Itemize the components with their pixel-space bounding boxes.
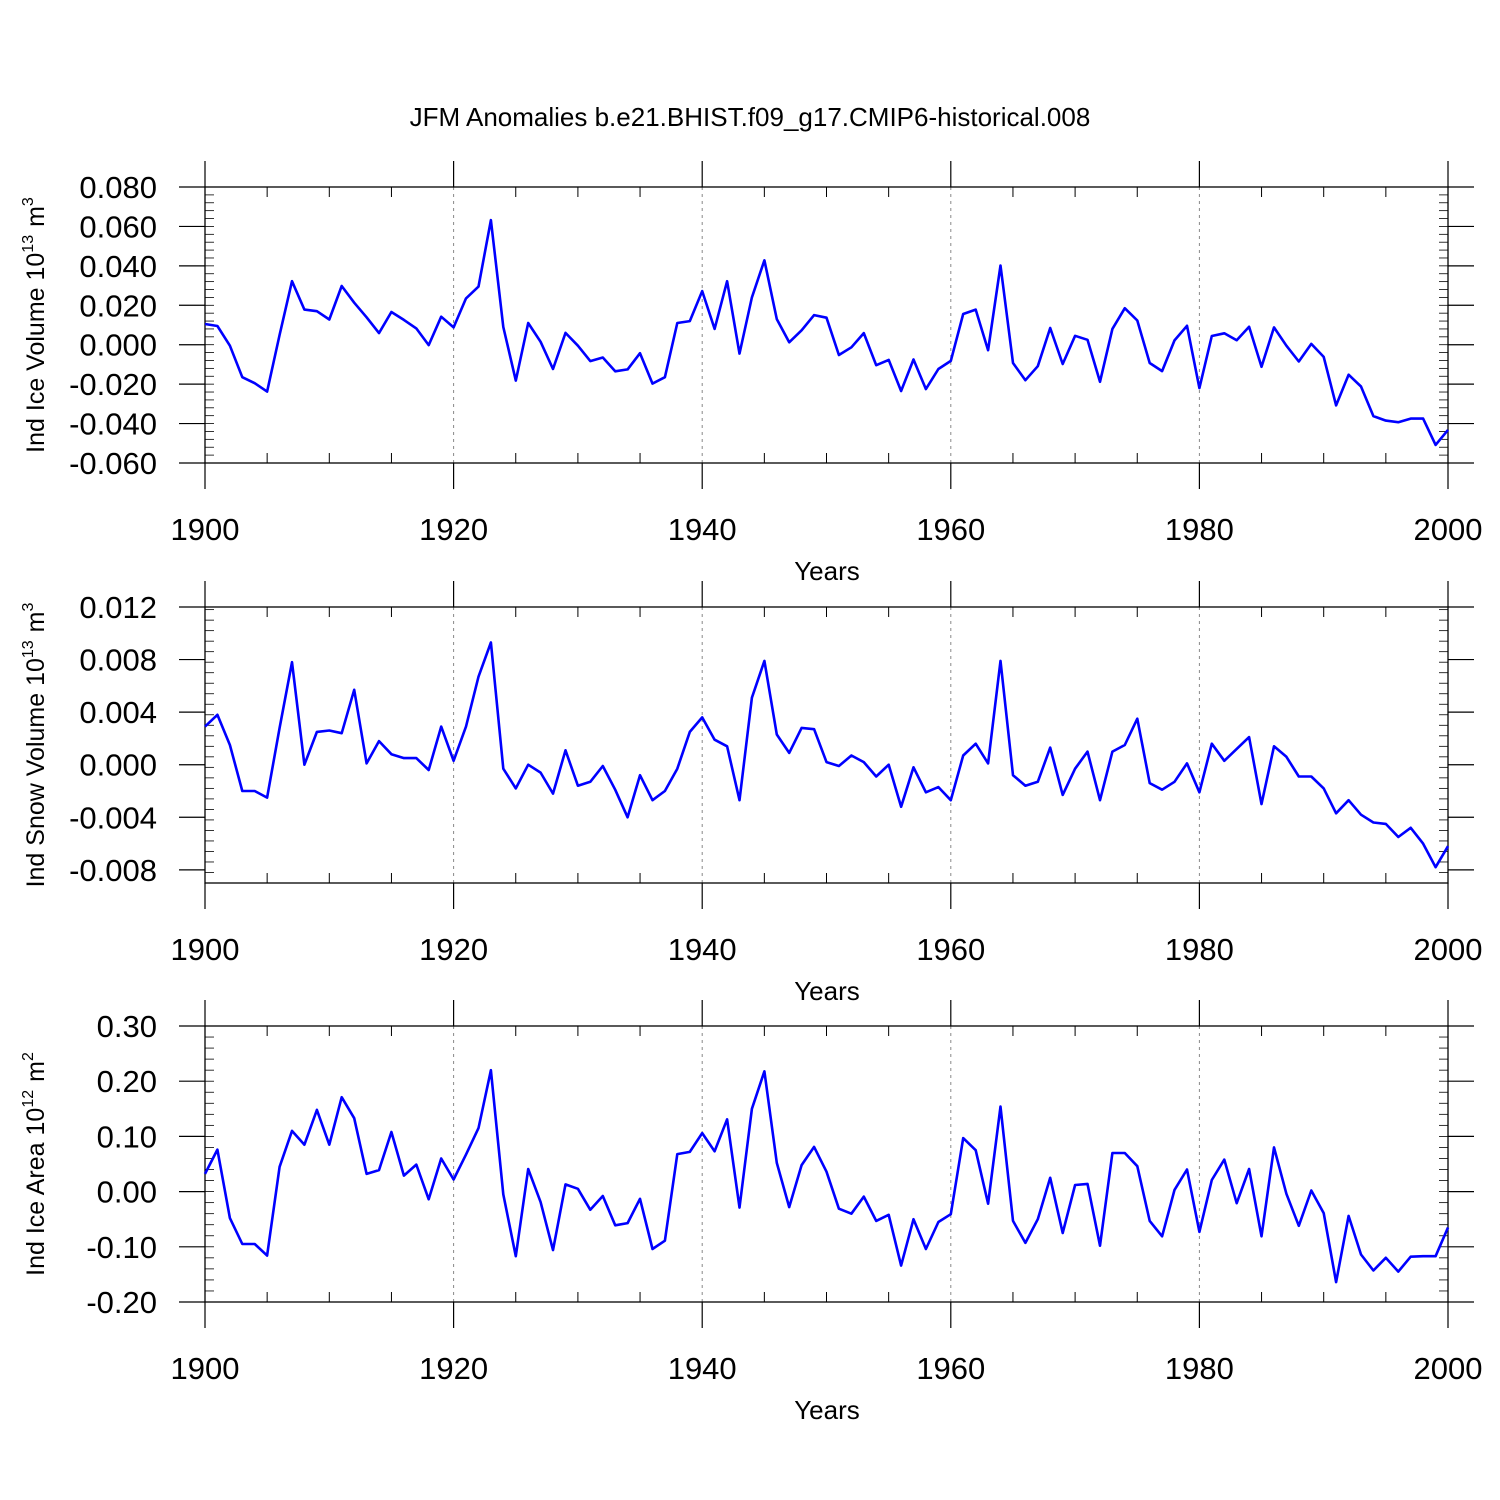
snow-volume-ytick-label: -0.008 xyxy=(69,853,157,888)
ice-area-plot-frame xyxy=(204,1025,1449,1303)
ice-volume-ytick-labels: -0.060 -0.040 -0.020 0.000 0.020 0.040 0… xyxy=(69,170,157,481)
ice-volume-major-ticks xyxy=(179,161,1474,489)
ice-volume-ytick-label: 0.000 xyxy=(79,328,157,363)
ice-volume-xtick-label: 1980 xyxy=(1165,512,1234,547)
ice-volume-ytick-label: -0.020 xyxy=(69,367,157,402)
snow-volume-ytick-labels: -0.008 -0.004 0.000 0.004 0.008 0.012 xyxy=(69,590,157,888)
ice-area-y-axis-label: Ind Ice Area 1012 m2 xyxy=(20,1052,50,1276)
snow-volume-ytick-label: 0.004 xyxy=(79,695,157,730)
ice-area-ylabel-text: Ind Ice Area 10 xyxy=(22,1108,50,1276)
snow-volume-x-axis-label: Years xyxy=(794,976,860,1006)
snow-volume-ylabel-unit-exponent: 3 xyxy=(20,602,37,611)
ice-area-ylabel-unit: m xyxy=(22,1061,50,1082)
snow-volume-grid xyxy=(453,607,1200,883)
ice-volume-ylabel-exponent: 13 xyxy=(20,235,37,253)
ice-volume-ytick-label: 0.020 xyxy=(79,288,157,323)
ice-volume-xtick-label: 1920 xyxy=(419,512,488,547)
ice-area-xtick-label: 2000 xyxy=(1414,1351,1483,1386)
ice-volume-x-axis-label: Years xyxy=(794,556,860,586)
ice-volume-ytick-label: 0.060 xyxy=(79,209,157,244)
ice-volume-plot-frame xyxy=(204,186,1449,464)
figure-title: JFM Anomalies b.e21.BHIST.f09_g17.CMIP6-… xyxy=(410,102,1091,132)
ice-area-ytick-labels: -0.20 -0.10 0.00 0.10 0.20 0.30 xyxy=(86,1009,157,1320)
ice-volume-xtick-labels: 1900 1920 1940 1960 1980 2000 xyxy=(171,512,1483,547)
ice-area-xtick-label: 1940 xyxy=(668,1351,737,1386)
snow-volume-xtick-label: 2000 xyxy=(1414,932,1483,967)
snow-volume-ytick-label: 0.000 xyxy=(79,748,157,783)
ice-volume-ylabel-text: Ind Ice Volume 10 xyxy=(22,253,50,453)
snow-volume-ylabel-unit: m xyxy=(22,611,50,632)
snow-volume-panel: -0.008 -0.004 0.000 0.004 0.008 0.012 19… xyxy=(20,581,1482,1006)
ice-area-ytick-label: 0.30 xyxy=(97,1009,157,1044)
ice-volume-ytick-label: 0.080 xyxy=(79,170,157,205)
ice-volume-ytick-label: -0.060 xyxy=(69,446,157,481)
ice-area-ytick-label: -0.10 xyxy=(86,1230,157,1265)
snow-volume-major-ticks xyxy=(179,581,1474,909)
snow-volume-ylabel-text: Ind Snow Volume 10 xyxy=(22,658,50,887)
ice-area-ytick-label: -0.20 xyxy=(86,1285,157,1320)
ice-volume-panel: -0.060 -0.040 -0.020 0.000 0.020 0.040 0… xyxy=(20,161,1482,586)
ice-volume-y-axis-label: Ind Ice Volume 1013 m3 xyxy=(20,197,50,453)
ice-area-panel: -0.20 -0.10 0.00 0.10 0.20 0.30 1900 192… xyxy=(20,1000,1482,1425)
ice-area-major-ticks xyxy=(179,1000,1474,1328)
ice-volume-ytick-label: 0.040 xyxy=(79,249,157,284)
ice-volume-xtick-label: 1960 xyxy=(916,512,985,547)
snow-volume-xtick-label: 1920 xyxy=(419,932,488,967)
ice-volume-ylabel-unit: m xyxy=(22,206,50,227)
ice-area-xtick-label: 1980 xyxy=(1165,1351,1234,1386)
ice-area-ylabel-exponent: 12 xyxy=(20,1090,37,1108)
ice-area-minor-ticks xyxy=(205,1025,1448,1303)
snow-volume-ytick-label: -0.004 xyxy=(69,800,157,835)
ice-volume-ytick-label: -0.040 xyxy=(69,407,157,442)
ice-volume-xtick-label: 1940 xyxy=(668,512,737,547)
ice-volume-grid xyxy=(453,187,1200,463)
ice-volume-xtick-label: 2000 xyxy=(1414,512,1483,547)
ice-area-grid xyxy=(453,1026,1200,1302)
snow-volume-xtick-label: 1960 xyxy=(916,932,985,967)
snow-volume-plot-frame xyxy=(204,606,1449,884)
snow-volume-xtick-labels: 1900 1920 1940 1960 1980 2000 xyxy=(171,932,1483,967)
ice-volume-minor-ticks xyxy=(205,186,1448,464)
ice-volume-xtick-label: 1900 xyxy=(171,512,240,547)
ice-volume-ylabel-unit-exponent: 3 xyxy=(20,197,37,206)
snow-volume-y-axis-label: Ind Snow Volume 1013 m3 xyxy=(20,602,50,887)
snow-volume-ytick-label: 0.008 xyxy=(79,643,157,678)
snow-volume-xtick-label: 1900 xyxy=(171,932,240,967)
ice-area-xtick-label: 1900 xyxy=(171,1351,240,1386)
ice-area-ytick-label: 0.10 xyxy=(97,1119,157,1154)
snow-volume-ylabel-exponent: 13 xyxy=(20,640,37,658)
ice-area-x-axis-label: Years xyxy=(794,1395,860,1425)
snow-volume-minor-ticks xyxy=(205,607,1448,884)
snow-volume-ytick-label: 0.012 xyxy=(79,590,157,625)
ice-area-ytick-label: 0.20 xyxy=(97,1064,157,1099)
ice-area-xtick-labels: 1900 1920 1940 1960 1980 2000 xyxy=(171,1351,1483,1386)
ice-area-ylabel-unit-exponent: 2 xyxy=(20,1052,37,1061)
snow-volume-xtick-label: 1940 xyxy=(668,932,737,967)
snow-volume-xtick-label: 1980 xyxy=(1165,932,1234,967)
ice-area-series-line xyxy=(203,1068,1450,1284)
ice-area-xtick-label: 1960 xyxy=(916,1351,985,1386)
ice-area-ytick-label: 0.00 xyxy=(97,1175,157,1210)
ice-area-xtick-label: 1920 xyxy=(419,1351,488,1386)
snow-volume-series-line xyxy=(204,641,1450,869)
ice-volume-series-line xyxy=(204,218,1450,447)
